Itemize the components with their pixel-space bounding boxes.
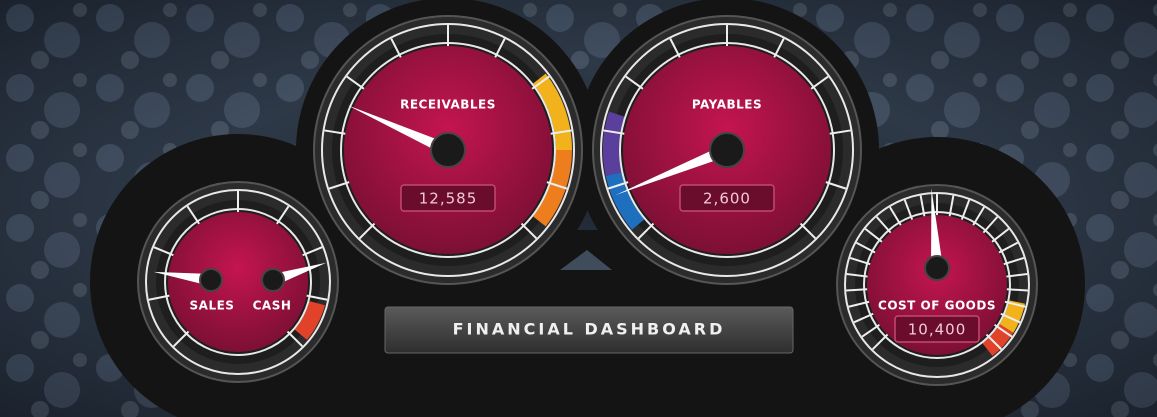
gauge-tick	[829, 129, 851, 135]
needle	[931, 188, 943, 269]
gauge-tick	[1006, 273, 1028, 278]
needle-hub	[924, 255, 950, 281]
gauge-tick	[948, 195, 955, 217]
gauge-tick	[991, 228, 1010, 243]
color-band	[603, 111, 625, 176]
color-band	[532, 73, 572, 151]
gauge-tick	[550, 129, 572, 135]
gauge-label: CASH	[253, 299, 292, 313]
needle	[615, 144, 730, 195]
gauge-tick	[346, 75, 365, 90]
gauge-tick	[390, 38, 402, 58]
title: FINANCIAL DASHBOARD	[453, 320, 726, 339]
gauge-ring	[600, 23, 854, 277]
gauge-tick	[848, 300, 870, 308]
gauge-tick	[607, 181, 629, 190]
gauge-tick	[994, 323, 1013, 338]
gauge-label: COST OF GOODS	[878, 299, 996, 313]
gauge-face	[168, 212, 308, 352]
notch	[560, 250, 612, 270]
gauge-tick	[903, 199, 914, 220]
gauge-label: PAYABLES	[692, 98, 762, 112]
gauge-tick	[172, 330, 190, 348]
gauge-tick	[1006, 288, 1028, 292]
needle-hub	[430, 132, 466, 168]
gauge-tick	[853, 312, 874, 324]
title-bar	[384, 306, 794, 354]
gauge-tick	[148, 294, 170, 301]
needle-hub	[709, 132, 745, 168]
color-band	[605, 172, 645, 230]
value-label: 2,600	[703, 190, 751, 208]
value-box	[679, 184, 775, 212]
value-box	[400, 184, 496, 212]
gauge-tick	[985, 333, 1003, 351]
gauge-tick	[625, 75, 644, 90]
gauge-ring	[321, 23, 575, 277]
gauge-tick	[520, 222, 538, 240]
gauge-tick	[306, 294, 328, 301]
color-band	[294, 300, 325, 340]
gauge-tick	[855, 241, 876, 254]
gauge-tick	[1003, 256, 1025, 266]
gauge-tick	[846, 288, 868, 292]
color-band	[999, 300, 1026, 333]
gauge-tick	[919, 195, 926, 217]
gauge-tick	[637, 222, 655, 240]
gauge-tick	[972, 206, 985, 226]
gauge-tick	[276, 205, 290, 225]
value-label: 10,400	[908, 321, 967, 339]
gauge-label: SALES	[190, 299, 235, 313]
gauge-tick	[1004, 300, 1026, 308]
gauge-ring	[844, 192, 1030, 378]
needle-hub	[199, 268, 223, 292]
gauge-tick	[846, 273, 868, 278]
gauge-tick	[982, 216, 999, 234]
gauge-tick	[358, 222, 376, 240]
needle	[153, 271, 212, 286]
value-box	[894, 315, 980, 343]
gauge-tick	[871, 333, 889, 351]
gauge-tick	[825, 181, 847, 190]
gauge-tick	[669, 38, 681, 58]
needle	[347, 105, 451, 156]
gauge-tick	[849, 256, 871, 266]
gauge-tick	[810, 75, 829, 90]
gauge-tick	[861, 323, 880, 338]
gauge-tick	[875, 216, 892, 234]
gauge-label: RECEIVABLES	[400, 98, 496, 112]
gauge-tick	[960, 199, 971, 220]
gauge-tick	[324, 129, 346, 135]
gauge-tick	[302, 246, 323, 257]
gauge-tick	[531, 75, 550, 90]
value-label: 12,585	[419, 190, 478, 208]
color-band	[982, 323, 1014, 356]
gauge-tick	[998, 241, 1019, 254]
gauge-tick	[494, 38, 506, 58]
gauge-tick	[799, 222, 817, 240]
color-band	[532, 149, 572, 227]
gauge-tick	[773, 38, 785, 58]
needle-hub	[261, 268, 285, 292]
gauges: 12,585 2,600 10,400	[137, 15, 1038, 386]
gauge-tick	[286, 330, 304, 348]
gauge-tick	[328, 181, 350, 190]
gauge-tick	[186, 205, 200, 225]
gauge-ring	[145, 189, 331, 375]
gauge-tick	[864, 228, 883, 243]
gauge-tick	[153, 246, 174, 257]
gauge-tick	[1000, 312, 1021, 324]
gauge-tick	[889, 206, 902, 226]
gauge-tick	[603, 129, 625, 135]
gauge-tick	[546, 181, 568, 190]
